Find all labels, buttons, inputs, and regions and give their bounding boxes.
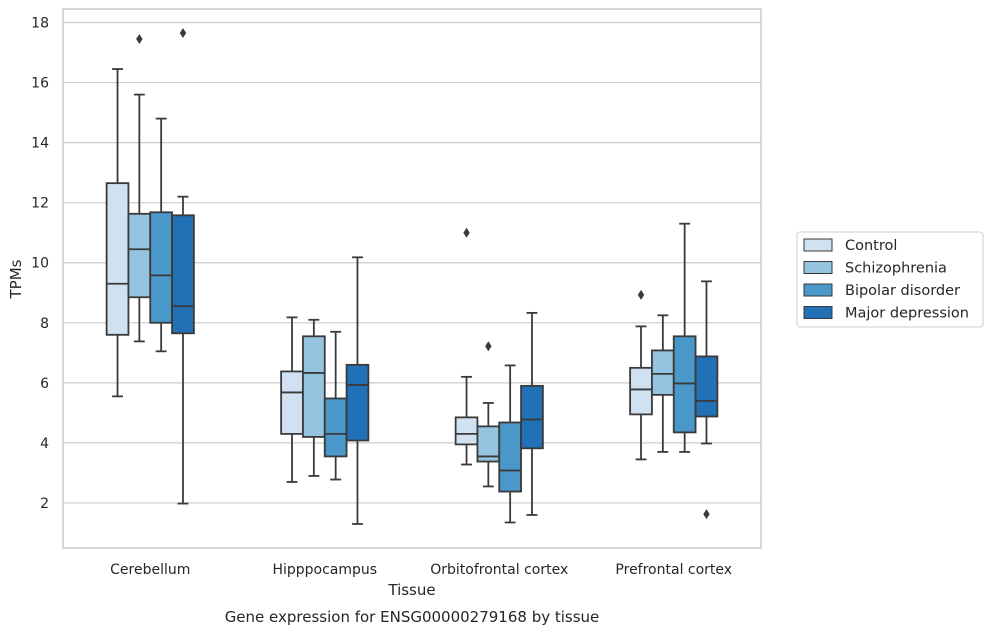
legend-swatch [803, 238, 833, 252]
box-control [629, 289, 653, 461]
x-tick-label: Hipppocampus [272, 562, 377, 578]
box-iqr [651, 349, 675, 396]
box-bipolar-disorder [149, 117, 173, 353]
y-tick-label: 6 [40, 376, 49, 392]
box-iqr [280, 370, 304, 435]
outlier-point [637, 289, 645, 300]
legend-label: Major depression [845, 306, 969, 322]
box-iqr [302, 335, 326, 438]
y-tick-label: 14 [31, 136, 49, 152]
box-schizophrenia [302, 318, 326, 477]
y-axis-label: TPMs [7, 259, 25, 299]
legend-swatch [803, 306, 833, 319]
box-iqr [127, 212, 152, 299]
box-major-depression [520, 311, 544, 516]
legend-label: Control [845, 238, 897, 254]
box-iqr [498, 421, 522, 493]
y-tick-label: 12 [31, 196, 49, 212]
outlier-point [136, 34, 143, 45]
box-iqr [694, 355, 719, 418]
box-major-depression [694, 280, 719, 520]
x-axis-label: Tissue [387, 581, 435, 599]
box-major-depression [345, 256, 370, 525]
boxes [105, 28, 719, 525]
y-tick-label: 4 [40, 436, 49, 452]
legend-swatch [803, 261, 833, 274]
box-iqr [345, 363, 370, 442]
box-bipolar-disorder [672, 222, 697, 453]
legend-label: Bipolar disorder [845, 283, 960, 299]
box-iqr [323, 397, 348, 458]
box-iqr [171, 214, 195, 335]
box-schizophrenia [476, 341, 501, 488]
box-bipolar-disorder [498, 364, 522, 524]
y-tick-label: 2 [40, 496, 49, 512]
box-iqr [672, 335, 697, 434]
box-bipolar-disorder [323, 330, 348, 481]
outlier-point [485, 341, 492, 352]
legend-label: Schizophrenia [845, 261, 947, 277]
box-iqr [629, 366, 653, 416]
box-schizophrenia [127, 34, 152, 343]
y-tick-label: 10 [31, 256, 49, 272]
outlier-point [179, 28, 187, 39]
box-iqr [520, 384, 544, 450]
y-tick-label: 16 [31, 76, 49, 92]
box-control [105, 68, 130, 398]
x-tick-labels: Cerebellum Hipppocampus Orbitofrontal cort… [110, 562, 732, 578]
y-tick-label: 8 [40, 316, 49, 332]
box-iqr [105, 182, 130, 336]
legend: Control Schizophrenia Bipolar disorder Majo… [796, 231, 984, 328]
chart-caption: Gene expression for ENSG00000279168 by t… [225, 608, 600, 626]
y-tick-label: 18 [31, 16, 49, 32]
legend-swatch [803, 283, 833, 297]
outlier-point [703, 509, 710, 520]
x-tick-label: Cerebellum [110, 562, 190, 578]
box-control [280, 316, 304, 483]
box-major-depression [171, 28, 195, 505]
x-tick-label: Prefrontal cortex [615, 562, 732, 578]
plot-frame [62, 8, 762, 549]
outlier-point [463, 227, 470, 238]
legend-frame [796, 231, 984, 328]
y-tick-labels: 2 4 6 8 10 12 14 16 18 [31, 16, 49, 512]
box-schizophrenia [651, 314, 675, 453]
box-iqr [149, 211, 173, 324]
box-iqr [454, 416, 479, 446]
x-tick-label: Orbitofrontal cortex [430, 562, 568, 578]
